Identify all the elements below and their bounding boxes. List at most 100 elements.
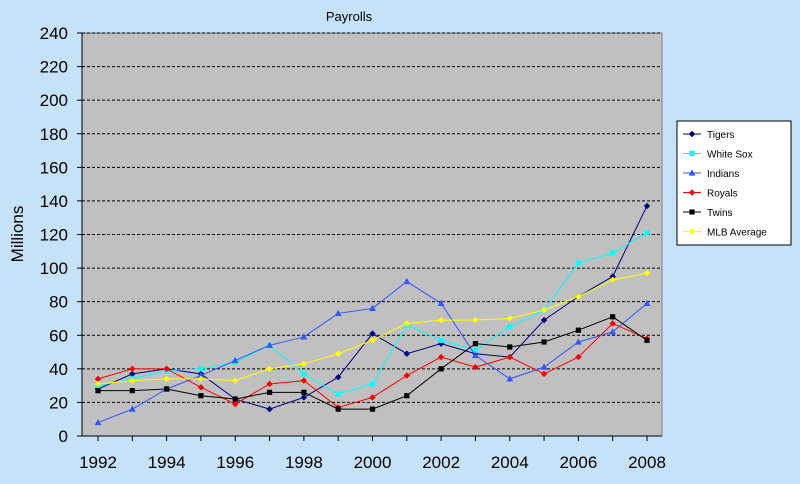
data-point	[472, 351, 479, 358]
data-point	[369, 337, 376, 344]
legend-label: Twins	[707, 208, 733, 219]
chart-title: Payrolls	[326, 9, 373, 24]
data-point	[301, 389, 307, 395]
data-point	[403, 277, 411, 285]
x-tick-label: 1994	[148, 453, 186, 472]
y-tick-label: 100	[40, 259, 68, 278]
data-point	[403, 350, 411, 357]
y-tick-label: 20	[49, 393, 68, 412]
x-tick-label: 2000	[354, 453, 392, 472]
data-point	[369, 381, 376, 387]
x-tick-label: 2002	[422, 453, 460, 472]
data-point	[437, 316, 445, 324]
data-point	[266, 380, 273, 388]
y-axis-label: Millions	[8, 206, 27, 263]
data-point	[472, 316, 479, 324]
data-point	[300, 333, 308, 340]
data-point	[335, 406, 341, 412]
data-point	[129, 370, 136, 378]
data-point	[506, 353, 513, 361]
data-point	[437, 353, 445, 361]
data-point	[301, 371, 307, 377]
data-point	[540, 316, 548, 324]
data-point	[610, 250, 616, 256]
y-tick-label: 220	[40, 58, 68, 77]
legend-item: Twins	[683, 208, 733, 219]
legend-item: White Sox	[683, 150, 753, 161]
data-point	[232, 377, 239, 384]
data-point	[266, 405, 273, 413]
data-point	[403, 320, 411, 327]
data-point	[266, 365, 273, 373]
y-tick-label: 80	[49, 293, 68, 312]
data-point	[609, 273, 616, 280]
data-point	[506, 315, 513, 322]
data-point	[163, 375, 170, 383]
data-point	[540, 306, 548, 314]
data-point	[643, 269, 651, 277]
data-point	[94, 380, 102, 388]
data-point	[164, 386, 170, 392]
legend-marker	[688, 169, 696, 176]
y-tick-label: 120	[40, 226, 68, 245]
data-point	[334, 350, 342, 357]
legend-label: Indians	[707, 169, 739, 180]
y-tick-label: 200	[40, 91, 68, 110]
data-point	[575, 260, 581, 266]
data-point	[404, 393, 410, 399]
data-point	[574, 338, 582, 345]
legend-item: Royals	[683, 189, 738, 200]
data-point	[575, 293, 582, 300]
series-mlb-average	[94, 269, 651, 388]
y-tick-label: 160	[40, 158, 68, 177]
legend-box	[676, 120, 792, 246]
data-point	[472, 347, 479, 353]
legend: Tigers White Sox Indians Royals Twins MLB Ave…	[676, 120, 792, 246]
data-point	[644, 337, 650, 343]
data-point	[334, 309, 342, 317]
data-point	[266, 389, 273, 395]
data-point	[643, 202, 651, 210]
data-point	[610, 314, 616, 320]
data-point	[266, 341, 273, 348]
data-point	[232, 396, 238, 402]
y-tick-label: 40	[49, 360, 68, 379]
legend-marker	[689, 209, 695, 215]
data-point	[507, 344, 513, 350]
data-point	[198, 393, 204, 399]
data-point	[643, 299, 651, 306]
y-tick-label: 180	[40, 125, 68, 144]
data-point	[129, 377, 136, 384]
data-point	[197, 384, 205, 391]
data-point	[369, 406, 376, 412]
data-point	[94, 375, 102, 383]
legend-marker	[688, 189, 696, 196]
data-point	[472, 341, 479, 347]
axes: 0 20 40 60 80 100 120 140 160 180 200 220 240 1992 199…	[40, 24, 666, 472]
data-point	[334, 374, 342, 381]
data-point	[507, 324, 513, 330]
legend-item: Indians	[683, 169, 739, 180]
data-point	[369, 304, 376, 311]
legend-label: White Sox	[707, 150, 753, 161]
data-point	[300, 394, 308, 401]
data-point	[644, 230, 650, 236]
data-point	[231, 356, 239, 364]
legend-marker	[688, 130, 696, 138]
data-point	[506, 375, 514, 382]
legend-item: Tigers	[683, 130, 734, 141]
x-tick-label: 2006	[559, 453, 597, 472]
data-point	[609, 276, 616, 284]
series-layer	[94, 202, 651, 426]
data-point	[129, 365, 136, 373]
legend-marker	[689, 150, 695, 157]
data-point	[609, 328, 617, 335]
data-point	[197, 371, 205, 379]
y-tick-label: 240	[40, 24, 68, 43]
data-point	[575, 353, 582, 361]
legend-marker	[688, 228, 696, 235]
data-point	[369, 394, 376, 401]
data-point	[541, 339, 547, 345]
